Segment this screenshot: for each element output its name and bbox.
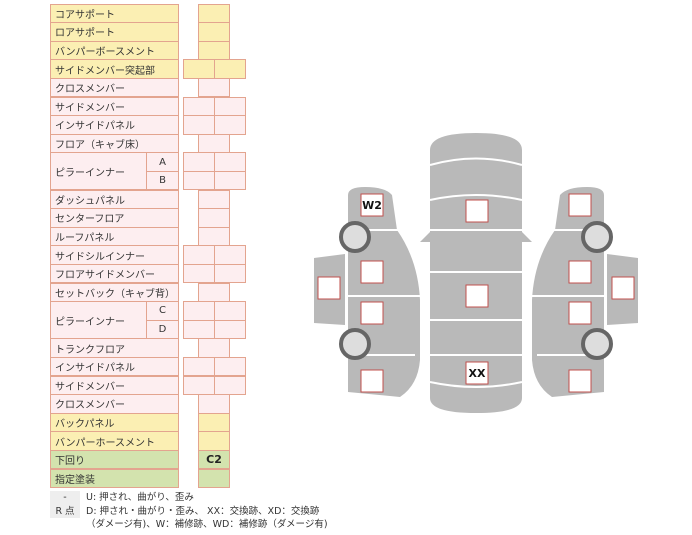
mark-box [465, 361, 489, 385]
mark-box [465, 284, 489, 308]
value-cell [214, 319, 246, 340]
legend-row: （ダメージ有)、W：補修跡、WD：補修跡（ダメージ有) [50, 518, 328, 532]
mark-box [360, 301, 384, 325]
mark-box [360, 369, 384, 393]
mark-center-rear: XX [469, 367, 486, 380]
value-cell: C2 [198, 449, 230, 470]
legend-row: R 点 D: 押され・曲がり・歪み、 XX：交換跡、XD：交換跡 [50, 504, 328, 518]
front-wheel-icon [339, 221, 371, 253]
value-cell [198, 468, 230, 489]
row-label: ピラーインナー [50, 301, 147, 340]
value-cell [214, 170, 246, 191]
right-side [530, 185, 640, 399]
center-panel-lines [429, 157, 523, 388]
legend-row: - U: 押され、曲がり、歪み [50, 491, 328, 505]
legend: - U: 押され、曲がり、歪み R 点 D: 押され・曲がり・歪み、 XX：交換跡、… [50, 491, 328, 532]
legend-text: （ダメージ有)、W：補修跡、WD：補修跡（ダメージ有) [86, 519, 328, 530]
left-side [314, 187, 420, 397]
row-label: ピラーインナー [50, 152, 147, 191]
value-cell [214, 375, 246, 396]
legend-key: R 点 [50, 504, 80, 518]
mark-box [360, 193, 384, 217]
legend-key: - [50, 491, 80, 505]
mark-box [317, 276, 341, 300]
legend-key [50, 518, 80, 532]
legend-text: D: 押され・曲がり・歪み、 XX：交換跡、XD：交換跡 [86, 505, 320, 517]
value-cell [214, 115, 246, 135]
value-cell [214, 59, 246, 79]
legend-text: U: 押され、曲がり、歪み [86, 492, 194, 503]
value-cell [214, 263, 246, 284]
rear-wheel-icon [339, 328, 371, 360]
mark-box [465, 199, 489, 223]
mark-left-front: W2 [362, 199, 382, 212]
row-label: 指定塗装 [50, 468, 179, 489]
mark-box [360, 260, 384, 284]
